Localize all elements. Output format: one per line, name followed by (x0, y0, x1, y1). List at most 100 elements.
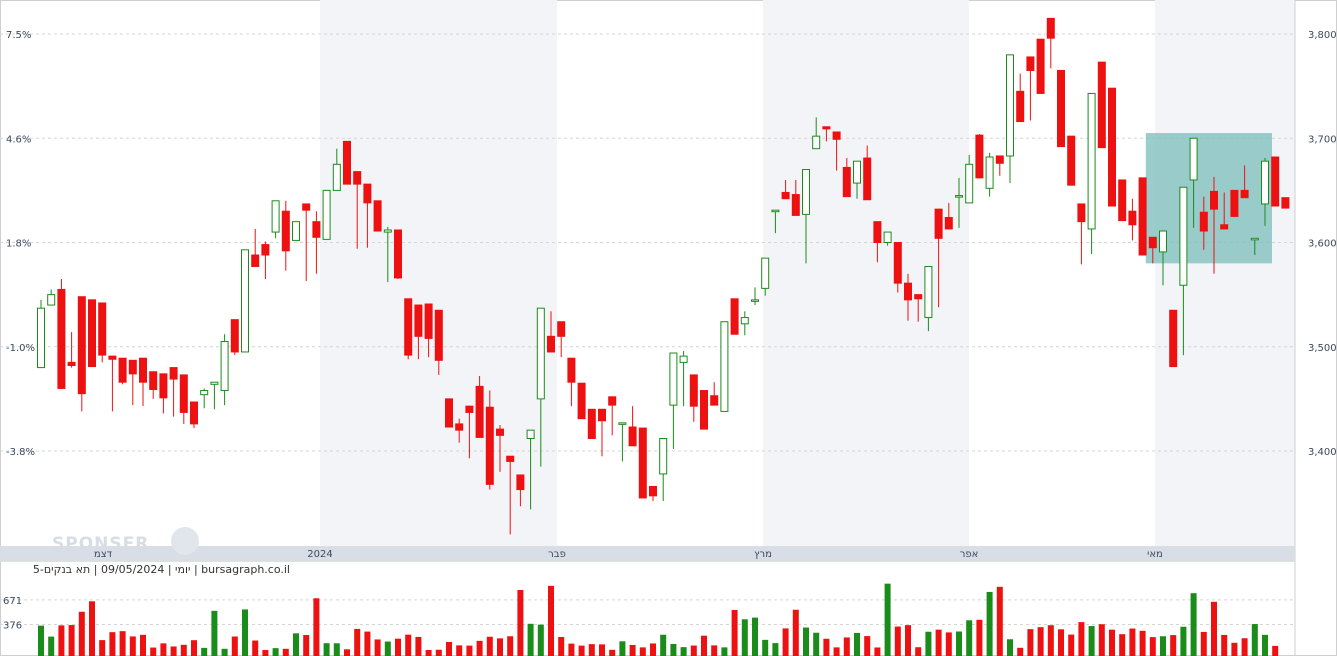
volume-bar (823, 638, 830, 656)
candle (1199, 196, 1208, 250)
volume-bar (721, 647, 728, 656)
volume-bar (843, 637, 850, 656)
volume-bar (129, 636, 136, 656)
price-tick-label: 3,700 (1308, 134, 1337, 145)
candle (587, 408, 596, 439)
candle (914, 294, 923, 322)
candle-body (771, 209, 780, 213)
volume-bar (180, 644, 187, 656)
candle-body (975, 134, 984, 179)
candle (751, 287, 759, 306)
time-axis-labels: דצמ 2024 פבר מרץ אפר מאי (94, 549, 1163, 560)
candle-body (210, 381, 219, 385)
candle (332, 148, 341, 191)
candle (363, 183, 372, 248)
candle (1230, 189, 1239, 217)
candle-body (924, 265, 933, 319)
month-label: דצמ (94, 549, 113, 560)
volume-bar (1211, 601, 1217, 656)
volume-bar (588, 644, 595, 656)
candle (353, 171, 362, 249)
volume-bar (191, 640, 197, 656)
candle (526, 429, 535, 510)
volume-bar (313, 598, 320, 656)
candle-body (47, 294, 56, 306)
volume-bar (170, 646, 177, 656)
candle (220, 334, 229, 406)
candle-body (251, 254, 260, 267)
candle-body (791, 194, 800, 216)
volume-bar (935, 629, 942, 656)
volume-bar (364, 631, 371, 656)
candle (455, 418, 464, 443)
candle-body (781, 191, 790, 200)
candle (1006, 54, 1014, 184)
candle (312, 211, 321, 274)
candle-body (526, 429, 535, 439)
candle (1271, 156, 1280, 207)
volume-bar (140, 634, 146, 656)
candle-body (1240, 189, 1249, 199)
candle (904, 273, 912, 321)
candle (88, 299, 96, 368)
price-tick-label: 3,500 (1308, 343, 1337, 354)
volume-bar (150, 647, 157, 656)
candle (57, 278, 66, 389)
candle (496, 424, 504, 472)
candle (37, 299, 45, 369)
candle (281, 200, 290, 271)
volume-bar (752, 617, 758, 656)
candle (730, 298, 739, 335)
volume-bar (435, 649, 442, 656)
candle-body (1016, 90, 1025, 123)
candle (47, 289, 56, 306)
month-label: 2024 (307, 549, 332, 560)
candle (955, 177, 963, 228)
volume-bar (231, 636, 238, 656)
candle-body (169, 367, 178, 380)
volume-bar (527, 623, 534, 656)
candle-body (598, 408, 606, 422)
volume-bar (78, 611, 85, 656)
candle-body (271, 200, 280, 233)
volume-bar (1272, 645, 1279, 656)
percent-tick-label: -3.8% (6, 447, 35, 458)
candle-body (98, 302, 107, 356)
volume-bar (293, 633, 299, 656)
candle-body (363, 183, 372, 204)
candle-body (312, 221, 321, 238)
candle-body (536, 307, 545, 400)
watermark-text: SPONSER (52, 534, 149, 554)
volume-bar (68, 625, 75, 656)
candle (689, 374, 698, 422)
volume-bar (670, 643, 677, 656)
candle-body (485, 406, 494, 485)
volume-bar (833, 647, 840, 656)
candle (1169, 309, 1178, 368)
candle (230, 319, 239, 356)
candle (424, 303, 433, 358)
candle-body (322, 189, 331, 240)
volume-bar (405, 634, 412, 656)
volume-bar (272, 648, 279, 656)
candle (434, 309, 443, 375)
volume-bar (58, 625, 65, 656)
candle (179, 374, 188, 424)
volume-bar (772, 643, 779, 656)
candle-body (557, 321, 566, 337)
candle-body (1026, 56, 1035, 71)
candle (608, 396, 617, 436)
month-label: אפר (960, 549, 979, 560)
candle (1108, 87, 1116, 207)
candle (1087, 92, 1096, 254)
candle-body (159, 373, 168, 399)
volume-bar (1027, 629, 1034, 656)
candle-body (995, 155, 1004, 164)
candle-body (302, 203, 311, 211)
candle (118, 357, 127, 385)
candle (1036, 38, 1045, 94)
volume-bar (619, 641, 626, 656)
volume-bar (884, 583, 891, 656)
volume-bar (242, 609, 248, 656)
